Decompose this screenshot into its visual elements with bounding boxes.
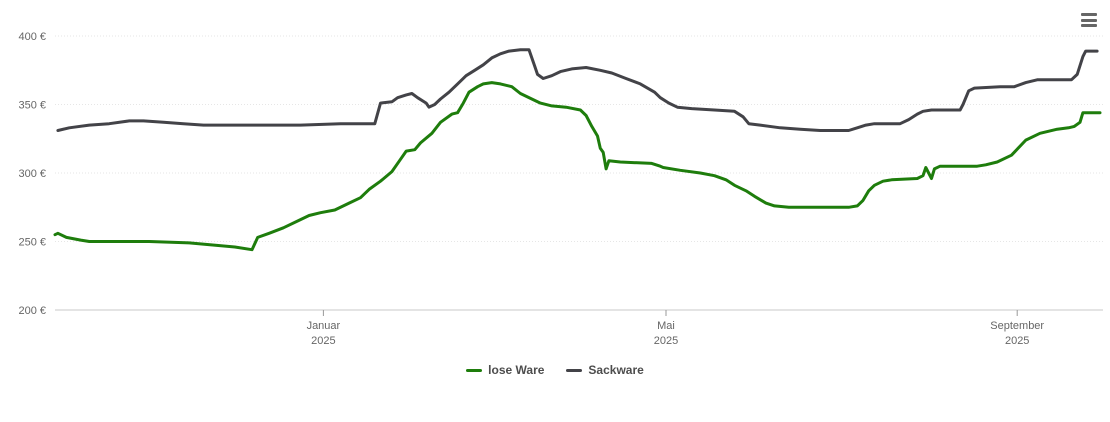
- series-line-sackware: [56, 48, 1099, 132]
- chart-legend: lose Ware Sackware: [0, 363, 1110, 377]
- chart-context-menu-button[interactable]: [1081, 13, 1097, 27]
- legend-item-sackware[interactable]: Sackware: [566, 363, 644, 377]
- legend-label: Sackware: [588, 363, 644, 377]
- hamburger-icon: [1081, 18, 1097, 22]
- y-axis-label: 250 €: [18, 237, 46, 249]
- series-line-lose-ware: [53, 81, 1102, 252]
- legend-swatch-lose-ware: [466, 368, 483, 372]
- chart-plot-area: 200 € 250 € 300 € 350 € 400 € Januar 2025 Mai 20…: [18, 31, 1103, 347]
- y-axis-label: 350 €: [18, 100, 46, 112]
- legend-item-lose-ware[interactable]: lose Ware: [466, 363, 544, 377]
- x-axis-label-year: 2025: [311, 335, 335, 347]
- x-axis-label-month: Mai: [657, 320, 675, 332]
- y-axis-label: 400 €: [18, 31, 46, 43]
- x-axis-label-month: September: [990, 320, 1044, 332]
- y-axis-label: 200 €: [18, 305, 46, 317]
- x-axis-label-year: 2025: [1005, 335, 1029, 347]
- legend-label: lose Ware: [488, 363, 545, 377]
- x-axis-label-month: Januar: [307, 320, 341, 332]
- hamburger-icon: [1081, 24, 1097, 27]
- y-axis-label: 300 €: [18, 168, 46, 180]
- hamburger-icon: [1081, 13, 1097, 16]
- legend-swatch-sackware: [566, 368, 583, 372]
- x-axis-label-year: 2025: [654, 335, 678, 347]
